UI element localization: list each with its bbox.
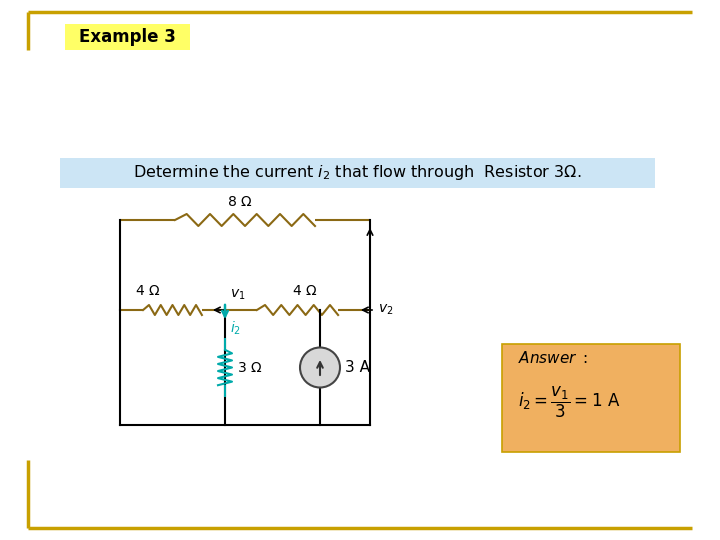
Text: $i_2$: $i_2$: [230, 320, 241, 338]
Text: $v_1$: $v_1$: [230, 288, 246, 302]
Text: Example 3: Example 3: [78, 28, 176, 46]
Text: $v_2$: $v_2$: [378, 303, 393, 317]
Text: 3 $\Omega$: 3 $\Omega$: [237, 361, 262, 375]
FancyBboxPatch shape: [502, 344, 680, 452]
Text: 4 $\Omega$: 4 $\Omega$: [292, 284, 318, 298]
FancyBboxPatch shape: [60, 158, 655, 188]
Text: Determine the current $i_2$ that flow through  Resistor 3$\Omega$.: Determine the current $i_2$ that flow th…: [132, 164, 581, 183]
Text: $Answer\ :$: $Answer\ :$: [518, 350, 588, 366]
Text: $i_2 = \dfrac{v_1}{3} = 1\ \mathrm{A}$: $i_2 = \dfrac{v_1}{3} = 1\ \mathrm{A}$: [518, 384, 621, 420]
Circle shape: [300, 348, 340, 388]
Text: 3 A: 3 A: [345, 360, 370, 375]
Text: 4 $\Omega$: 4 $\Omega$: [135, 284, 161, 298]
Text: 8 $\Omega$: 8 $\Omega$: [228, 195, 253, 209]
FancyBboxPatch shape: [65, 24, 190, 50]
